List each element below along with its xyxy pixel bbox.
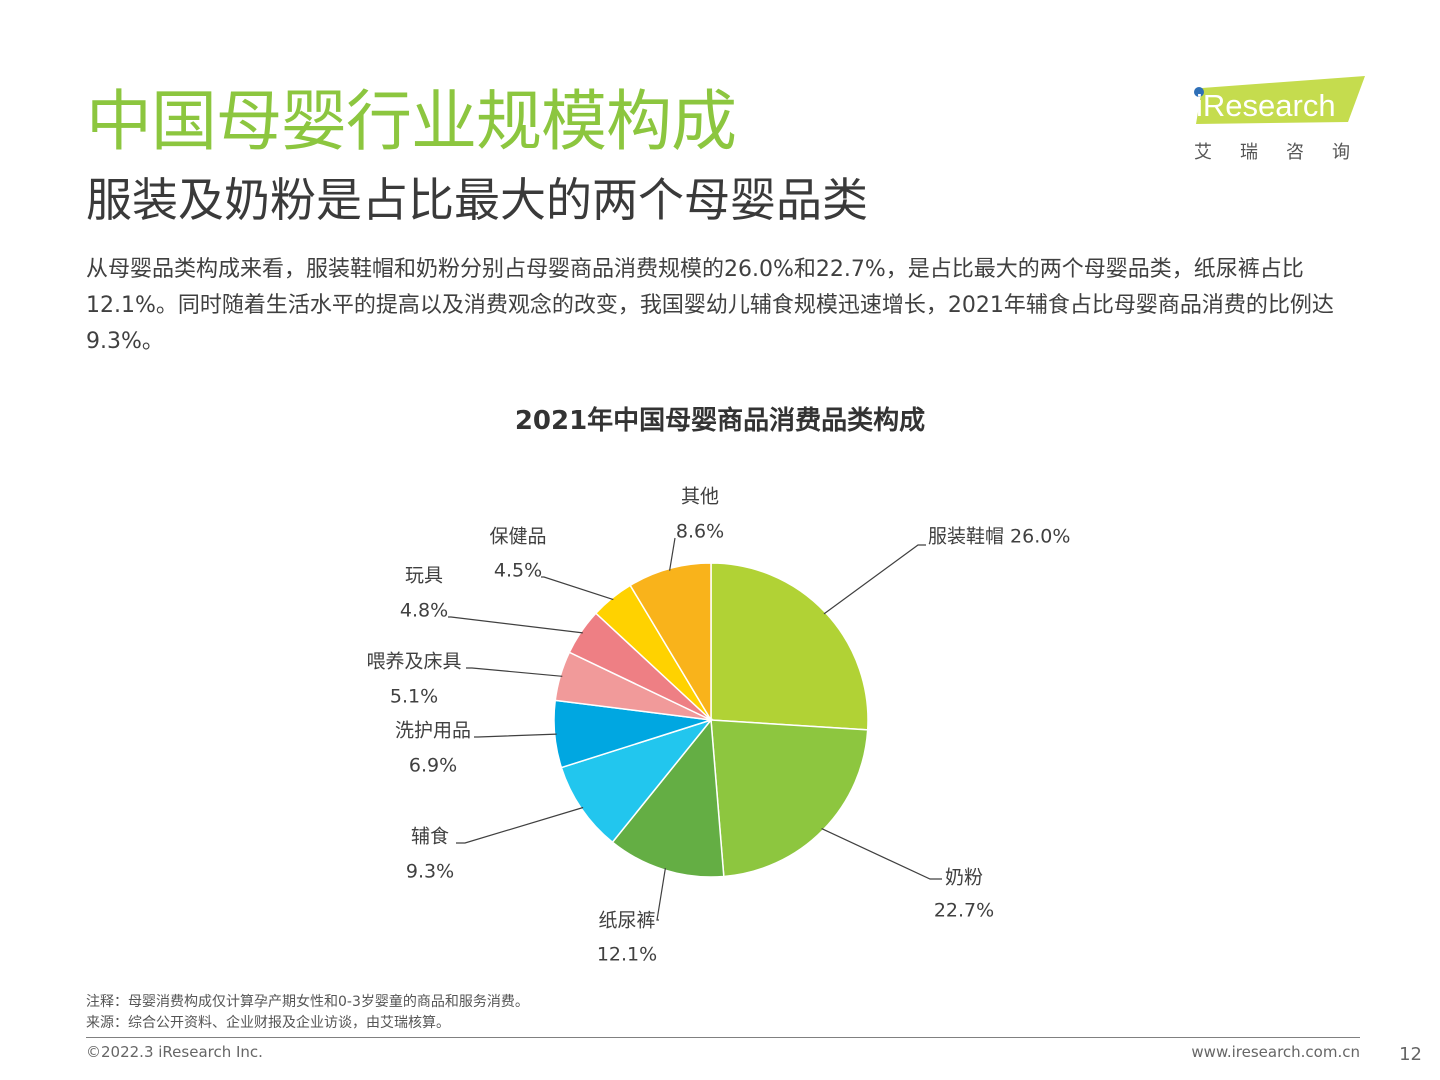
slice-label: 玩具	[405, 565, 443, 587]
slice-label: 喂养及床具	[366, 651, 461, 673]
slice-label: 奶粉	[945, 867, 983, 889]
pie-slice	[629, 562, 712, 723]
slice-label: 辅食	[411, 826, 449, 848]
chart-title: 2021年中国母婴商品消费品类构成	[514, 406, 926, 436]
pie-slice	[560, 718, 714, 844]
slice-value-label: 5.1%	[390, 686, 438, 708]
pie-slices	[553, 562, 869, 878]
website-link[interactable]: www.iresearch.com.cn	[1191, 1043, 1360, 1061]
leader-lines	[448, 537, 942, 921]
description-paragraph: 从母婴品类构成来看，服装鞋帽和奶粉分别占母婴商品消费规模的26.0%和22.7%…	[86, 257, 1334, 354]
leader-line	[541, 576, 614, 601]
logo-band	[1196, 76, 1365, 124]
footer-divider	[86, 1037, 1360, 1038]
source-note: 来源：综合公开资料、企业财报及企业访谈，由艾瑞核算。	[86, 1015, 450, 1031]
leader-line	[823, 544, 926, 615]
pie-slice	[710, 562, 869, 731]
slice-label: 其他	[681, 486, 719, 508]
slice-value-label: 8.6%	[676, 521, 724, 543]
slice-label: 服装鞋帽 26.0%	[928, 526, 1070, 548]
page-subtitle: 服装及奶粉是占比最大的两个母婴品类	[86, 173, 868, 227]
leader-line	[656, 868, 666, 921]
slice-value-label: 12.1%	[597, 944, 657, 966]
page-number: 12	[1399, 1044, 1422, 1065]
logo-text: iResearch	[1196, 88, 1336, 123]
copyright: ©2022.3 iResearch Inc.	[86, 1043, 263, 1061]
iresearch-logo: iResearch	[1194, 76, 1365, 124]
pie-slice	[710, 719, 869, 878]
leader-line	[466, 667, 563, 677]
leader-line	[669, 537, 676, 571]
leader-line	[474, 733, 557, 738]
slice-value-label: 22.7%	[934, 900, 994, 922]
slice-label: 洗护用品	[395, 720, 471, 742]
slice-labels: 服装鞋帽 26.0% 奶粉 22.7% 纸尿裤 12.1% 辅食 9.3% 洗护用品 6.9% 喂…	[366, 486, 1070, 966]
footnote: 注释：母婴消费构成仅计算孕产期女性和0-3岁婴童的商品和服务消费。	[86, 994, 529, 1010]
slice-label: 纸尿裤	[598, 910, 655, 932]
logo-dot	[1194, 87, 1204, 97]
leader-line	[448, 616, 583, 634]
leader-line	[456, 806, 584, 844]
slice-value-label: 6.9%	[409, 755, 457, 777]
slice-label: 保健品	[489, 526, 546, 548]
logo-chinese-text: 艾瑞咨询	[1194, 142, 1378, 163]
slice-value-label: 4.8%	[400, 600, 448, 622]
leader-line	[821, 828, 942, 880]
slice-value-label: 4.5%	[494, 560, 542, 582]
slice-value-label: 9.3%	[406, 861, 454, 883]
page-title: 中国母婴行业规模构成	[86, 83, 737, 160]
